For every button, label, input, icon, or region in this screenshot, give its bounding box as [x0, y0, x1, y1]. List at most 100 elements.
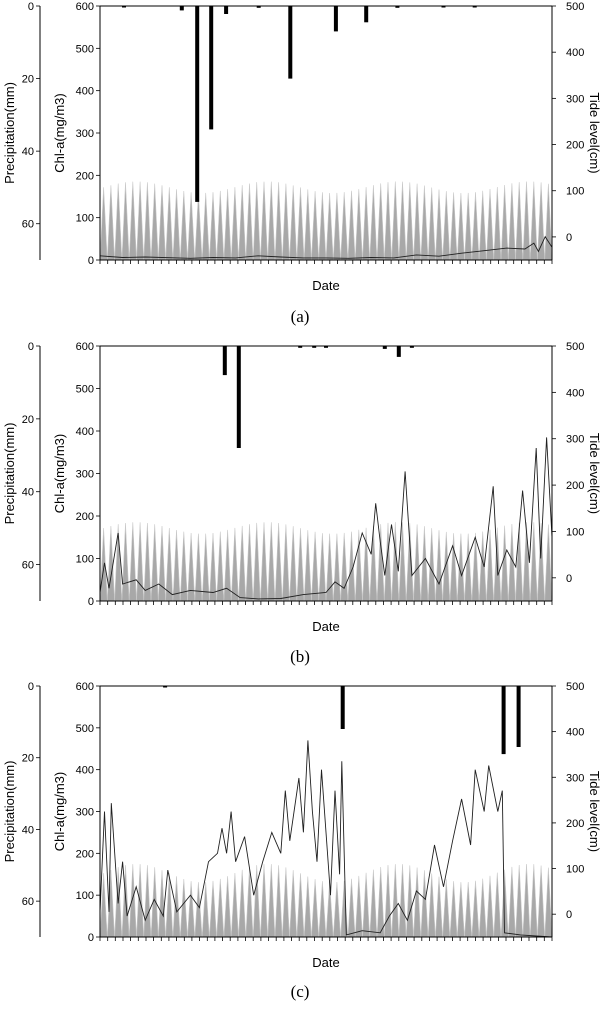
precip-bar-8	[364, 6, 369, 23]
tide-tick-label: 200	[566, 480, 584, 492]
precip-tick-label: 60	[22, 896, 34, 908]
precip-bar-2	[298, 346, 303, 348]
chla-tick-label: 300	[76, 469, 94, 481]
tide-tick-label: 200	[566, 818, 584, 830]
chla-tick-label: 600	[76, 341, 94, 353]
tide-tick-label: 200	[566, 140, 584, 152]
chla-axis-title: Chl-a(mg/m3)	[52, 772, 67, 851]
tide-tick-label: 400	[566, 387, 584, 399]
chla-axis-title: Chl-a(mg/m3)	[52, 434, 67, 513]
precip-bar-0	[122, 6, 126, 8]
tide-tick-label: 0	[566, 232, 572, 244]
chla-line	[99, 235, 553, 259]
precip-bar-0	[163, 686, 168, 688]
precip-bar-4	[324, 346, 328, 348]
precip-bar-5	[382, 346, 387, 349]
precip-bar-3	[516, 686, 521, 747]
precip-tick-label: 60	[22, 219, 34, 231]
tide-level-area	[99, 522, 553, 602]
tide-tick-label: 500	[566, 341, 584, 353]
precip-bar-2	[195, 6, 200, 202]
tide-tick-label: 300	[566, 772, 584, 784]
chla-tick-label: 200	[76, 848, 94, 860]
precip-bar-1	[236, 346, 241, 448]
chart-panel-b: 0 100 200 300 400 500 600 0 100 200 300 400 500 0 20 40…	[2, 341, 600, 666]
x-axis-title: Date	[312, 619, 339, 634]
precip-bar-3	[312, 346, 317, 348]
precip-bar-4	[224, 6, 229, 14]
chla-tick-label: 500	[76, 384, 94, 396]
precip-tick-label: 60	[22, 560, 34, 572]
chla-tick-label: 100	[76, 890, 94, 902]
tide-tick-label: 500	[566, 1, 584, 13]
chla-tick-label: 300	[76, 128, 94, 140]
precip-tick-label: 40	[22, 487, 34, 499]
precip-axis-title: Precipitation(mm)	[2, 423, 17, 525]
precip-tick-label: 20	[22, 74, 34, 86]
precip-axis-title: Precipitation(mm)	[2, 761, 17, 863]
tide-tick-label: 500	[566, 681, 584, 693]
precip-bar-10	[441, 6, 446, 8]
precip-axis-title: Precipitation(mm)	[2, 82, 17, 184]
chla-tick-label: 300	[76, 807, 94, 819]
tide-tick-label: 100	[566, 186, 584, 198]
chla-axis-title: Chl-a(mg/m3)	[52, 93, 67, 172]
chla-tick-label: 600	[76, 681, 94, 693]
x-axis-title: Date	[312, 278, 339, 293]
precip-bar-7	[409, 346, 414, 348]
chla-tick-label: 0	[88, 932, 94, 944]
tide-tick-label: 300	[566, 434, 584, 446]
precip-tick-label: 0	[28, 341, 34, 353]
precip-bar-1	[179, 6, 184, 11]
chla-tick-label: 0	[88, 255, 94, 267]
chla-tick-label: 200	[76, 170, 94, 182]
x-axis-title: Date	[312, 955, 339, 970]
panel-caption: (b)	[290, 647, 310, 666]
precip-tick-label: 20	[22, 414, 34, 426]
chla-tick-label: 100	[76, 554, 94, 566]
tide-tick-label: 0	[566, 573, 572, 585]
chla-tick-label: 400	[76, 86, 94, 98]
precip-tick-label: 20	[22, 753, 34, 765]
tide-tick-label: 100	[566, 864, 584, 876]
chla-tick-label: 600	[76, 1, 94, 13]
precip-bar-9	[395, 6, 400, 8]
precip-bar-6	[396, 346, 401, 357]
tide-tick-label: 300	[566, 93, 584, 105]
tide-axis-title: Tide level(cm)	[587, 433, 600, 514]
precip-tick-label: 40	[22, 824, 34, 836]
precip-bar-0	[222, 346, 227, 376]
tide-tick-label: 400	[566, 47, 584, 59]
chla-line	[99, 437, 553, 600]
chla-tick-label: 200	[76, 511, 94, 523]
tide-axis-title: Tide level(cm)	[587, 92, 600, 173]
tide-level-area	[99, 863, 553, 938]
chart-panel-a: 0 100 200 300 400 500 600 0 100 200 300 400 500 0 20 40…	[2, 1, 600, 326]
chla-tick-label: 400	[76, 426, 94, 438]
precip-bar-5	[256, 6, 261, 8]
precip-bar-7	[333, 6, 338, 32]
precip-bar-3	[209, 6, 214, 130]
chla-tick-label: 400	[76, 765, 94, 777]
precip-tick-label: 40	[22, 146, 34, 158]
panel-caption: (a)	[291, 307, 310, 326]
tide-tick-label: 100	[566, 526, 584, 538]
tide-axis-title: Tide level(cm)	[587, 771, 600, 852]
precip-tick-label: 0	[28, 1, 34, 13]
chart-panel-c: 0 100 200 300 400 500 600 0 100 200 300 400 500 0 20 40…	[2, 681, 600, 1001]
chla-tick-label: 100	[76, 213, 94, 225]
precip-tick-label: 0	[28, 681, 34, 693]
chla-line	[99, 740, 553, 938]
chla-tick-label: 500	[76, 723, 94, 735]
precip-bar-11	[472, 6, 477, 8]
tide-tick-label: 0	[566, 909, 572, 921]
chla-tick-label: 500	[76, 43, 94, 55]
tide-level-area	[99, 181, 553, 261]
precip-bar-2	[501, 686, 506, 755]
chla-tick-label: 0	[88, 596, 94, 608]
precip-bar-6	[288, 6, 293, 79]
tide-tick-label: 400	[566, 727, 584, 739]
precip-bar-1	[340, 686, 345, 729]
